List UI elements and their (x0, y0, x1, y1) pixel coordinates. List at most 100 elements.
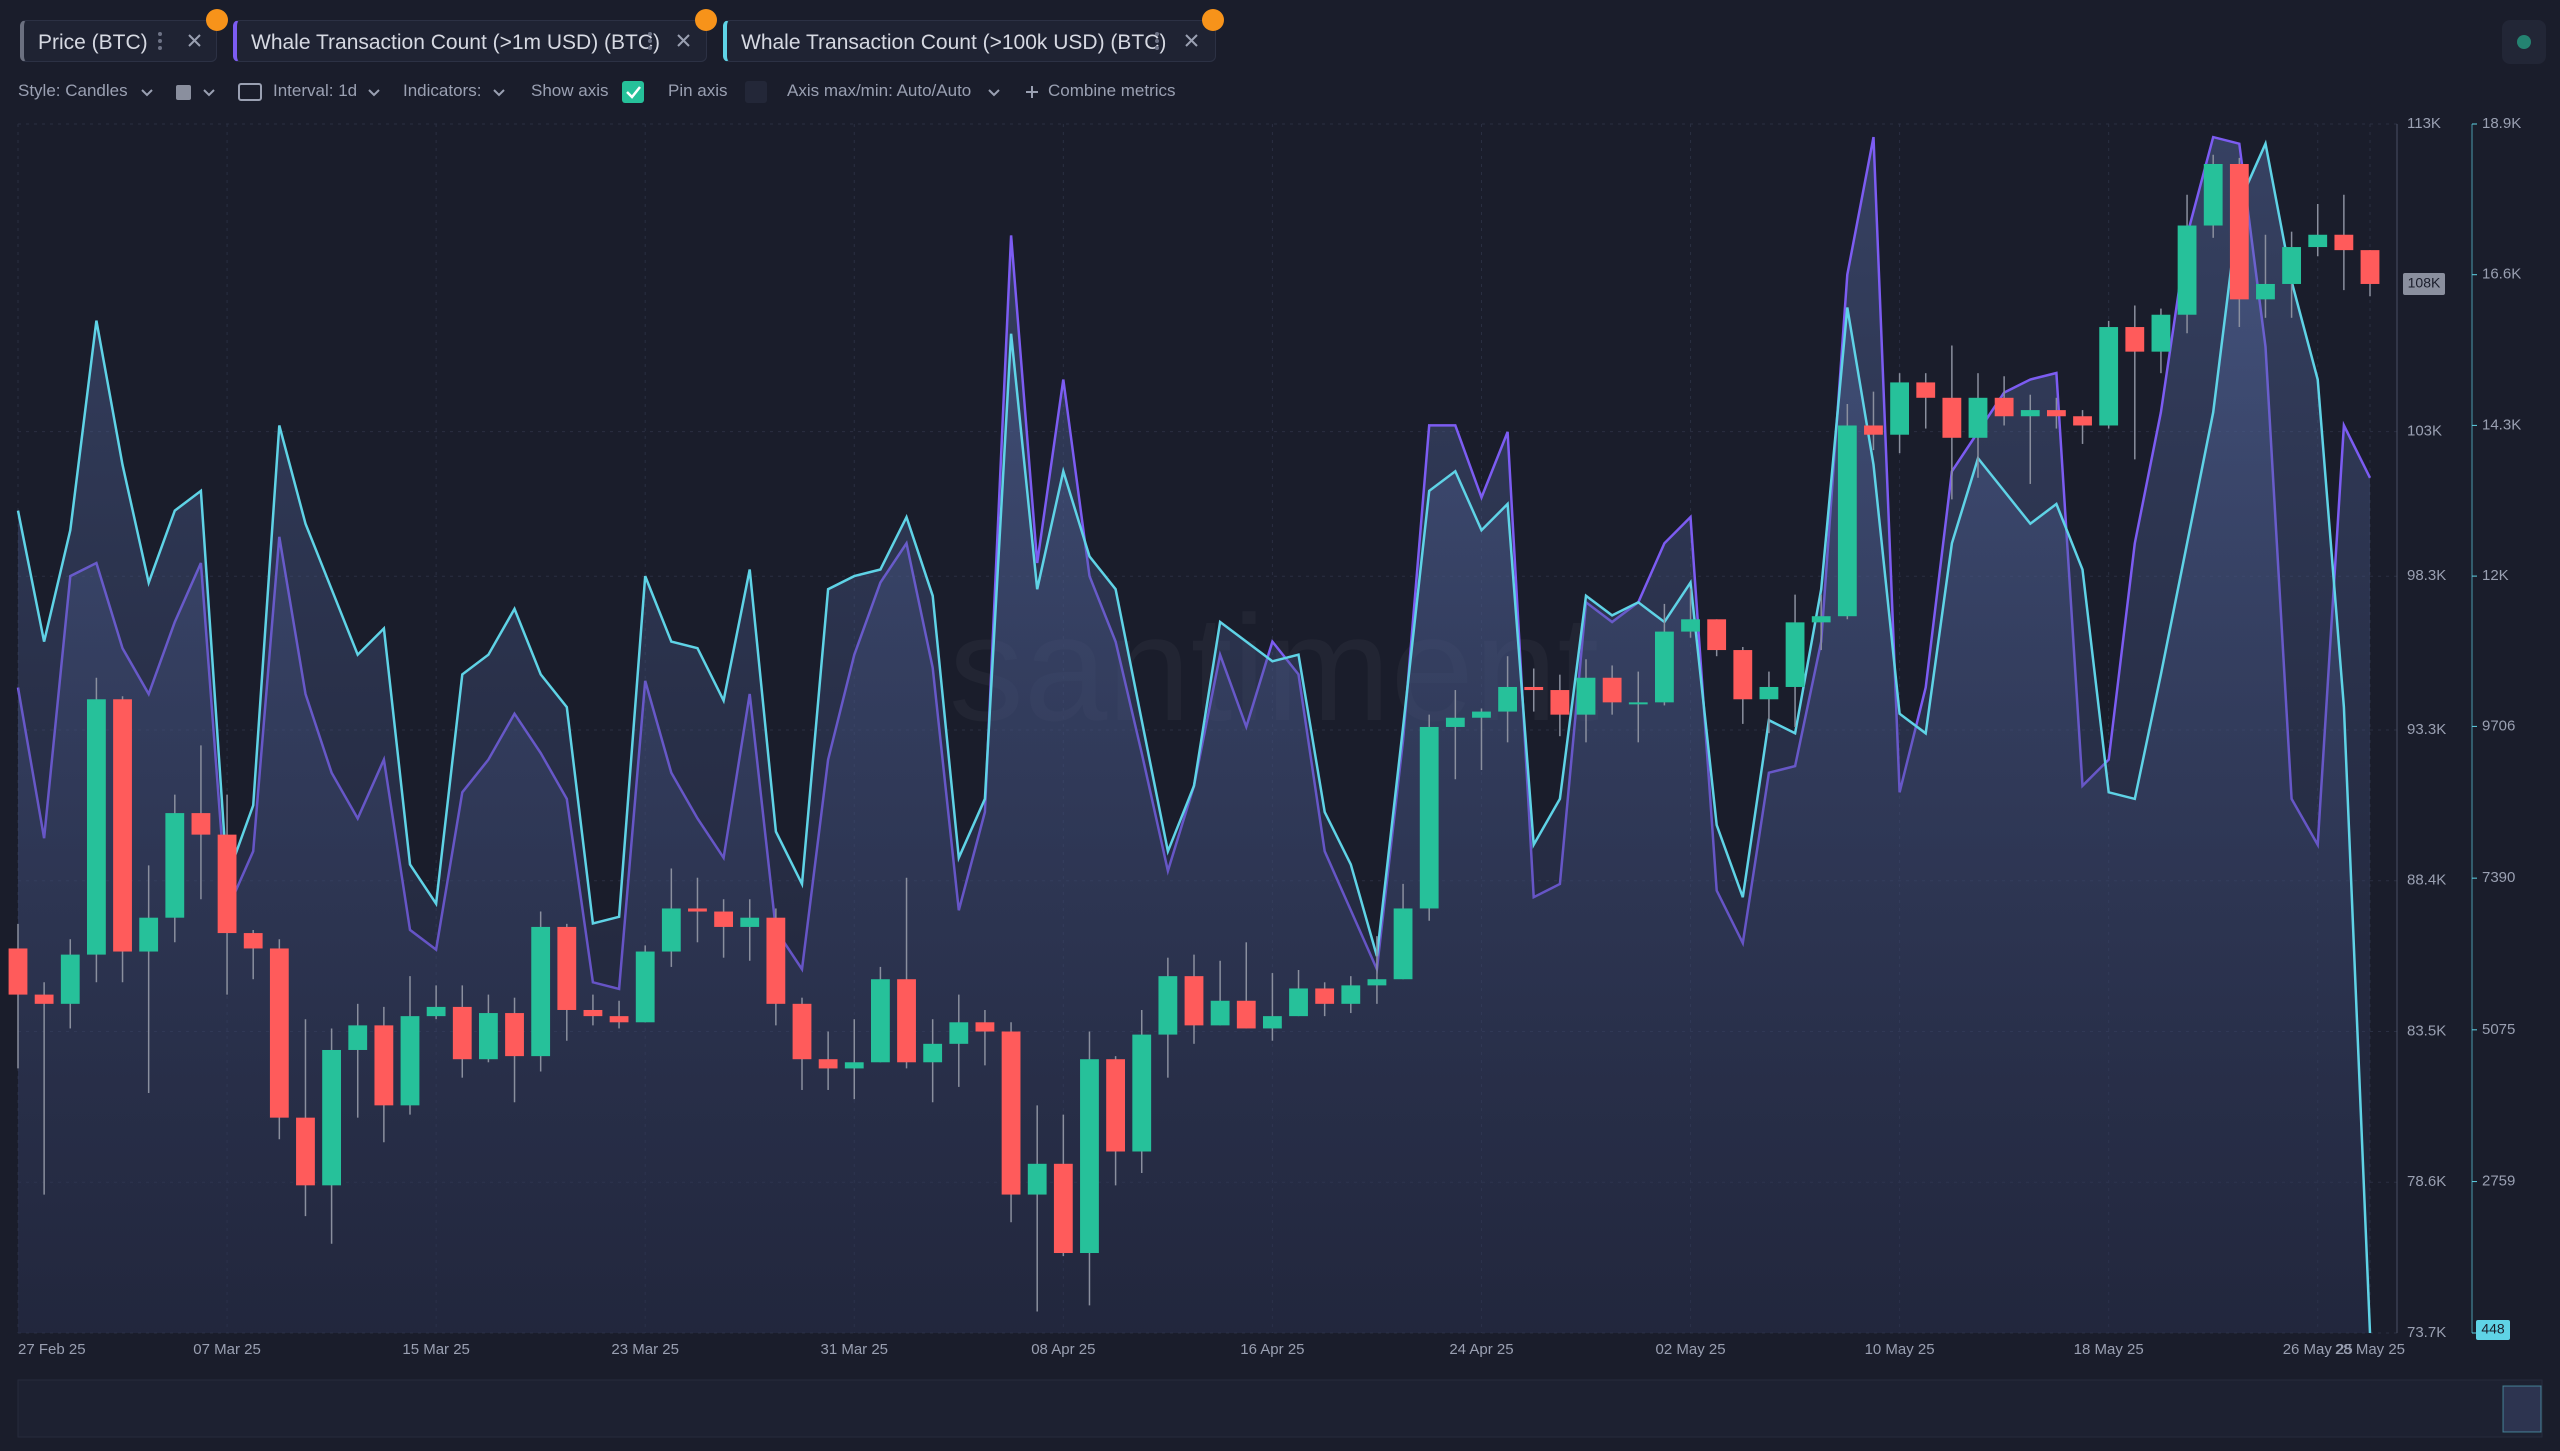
y-tick-label: 78.6K (2407, 1173, 2446, 1190)
candle-body (2073, 416, 2092, 426)
candle-body (1681, 619, 1700, 632)
combine-metrics[interactable]: Combine metrics (1048, 81, 1176, 100)
navigator-handle[interactable] (2502, 1385, 2542, 1433)
x-tick-label: 31 Mar 25 (820, 1341, 888, 1358)
candle-body (86, 699, 106, 955)
tab-label: Whale Transaction Count (>100k USD) (BTC… (741, 31, 1167, 54)
x-tick-label: 08 Apr 25 (1031, 1341, 1095, 1358)
x-tick-label: 18 May 25 (2074, 1341, 2144, 1358)
candle-body (844, 1062, 864, 1069)
style-select[interactable]: Style: Candles (18, 81, 128, 100)
candle-body (583, 1009, 603, 1017)
interval-select[interactable]: Interval: 1d (273, 81, 358, 100)
candle-body (557, 926, 577, 1010)
candle-body (923, 1043, 943, 1063)
candle-body (2151, 314, 2171, 352)
x-tick-label: 16 Apr 25 (1240, 1341, 1304, 1358)
candle-body (1968, 397, 1988, 438)
candle-body (1576, 677, 1596, 715)
count-marker-label: 448 (2481, 1321, 2505, 1337)
y-tick-label: 113K (2407, 115, 2441, 132)
candle-body (2256, 283, 2275, 300)
candle-body (1864, 425, 1883, 435)
candle-body (1550, 690, 1570, 715)
candle-body (531, 926, 551, 1057)
candle-body (1759, 686, 1779, 700)
x-tick-label: 07 Mar 25 (193, 1341, 261, 1358)
candle-body (2020, 410, 2040, 417)
navigator[interactable] (17, 1379, 2543, 1438)
x-tick-label: 15 Mar 25 (402, 1341, 470, 1358)
candle-body (897, 979, 916, 1063)
candle-body (1315, 988, 1335, 1004)
candle-body (1916, 382, 1936, 398)
y2-tick-label: 9706 (2482, 717, 2515, 734)
candle-body (1184, 976, 1204, 1026)
candle-body (609, 1016, 629, 1023)
y-tick-label: 98.3K (2407, 567, 2446, 584)
toolbar-icons (141, 81, 1038, 103)
tab-label: Price (BTC) (38, 31, 148, 54)
candle-body (2334, 234, 2354, 251)
candle-body (1367, 979, 1387, 986)
candle-body (8, 948, 28, 995)
y2-tick-label: 2759 (2482, 1173, 2515, 1190)
y2-tick-label: 14.3K (2482, 416, 2521, 433)
candle-body (1053, 1163, 1073, 1254)
candle-body (1236, 1000, 1256, 1029)
candle-body (269, 948, 289, 1118)
candle-body (766, 917, 786, 1004)
axis-range-select[interactable]: Axis max/min: Auto/Auto (787, 81, 972, 100)
candle-body (1262, 1016, 1282, 1029)
y-tick-label: 73.7K (2407, 1324, 2446, 1341)
indicators-select[interactable]: Indicators: (403, 81, 482, 100)
candle-body (1132, 1034, 1152, 1152)
candle-body (1445, 717, 1465, 727)
y-tick-label: 83.5K (2407, 1022, 2446, 1039)
candle-body (635, 951, 655, 1023)
candle-body (1210, 1000, 1230, 1026)
candle-body (217, 834, 237, 934)
tab-label: Whale Transaction Count (>1m USD) (BTC) (251, 31, 661, 54)
candle-body (740, 917, 760, 927)
candle-body (2282, 247, 2302, 284)
candle-body (322, 1049, 342, 1186)
candle-body (661, 908, 681, 952)
candle-body (426, 1006, 446, 1017)
tab-whale-1m[interactable]: Whale Transaction Count (>1m USD) (BTC) (233, 20, 707, 62)
candle-body (400, 1016, 420, 1106)
candle-body (60, 954, 80, 1004)
candle-body (34, 994, 54, 1004)
candle-body (243, 933, 263, 949)
x-tick-label: 23 Mar 25 (611, 1341, 679, 1358)
y-tick-label: 88.4K (2407, 872, 2446, 889)
candle-body (139, 917, 159, 952)
candle-body (1602, 677, 1622, 703)
y-tick-label: 93.3K (2407, 721, 2446, 738)
last-price-label: 108K (2408, 275, 2441, 291)
candle-body (1628, 702, 1648, 705)
show-axis-label[interactable]: Show axis (531, 81, 609, 100)
y2-tick-label: 7390 (2482, 869, 2515, 886)
candle-body (1837, 425, 1857, 617)
tab-price[interactable]: Price (BTC) (20, 20, 217, 62)
candle-body (1027, 1163, 1047, 1195)
candle-body (1994, 397, 2014, 417)
candle-body (2046, 410, 2066, 417)
candle-body (792, 1003, 812, 1060)
candle-body (348, 1025, 368, 1050)
candle-body (1289, 988, 1308, 1017)
x-tick-label: 27 Feb 25 (18, 1341, 86, 1358)
candle-body (949, 1022, 969, 1044)
status-icon[interactable] (2500, 18, 2550, 68)
candle-body (2177, 225, 2197, 315)
candle-body (688, 908, 707, 912)
tab-whale-100k[interactable]: Whale Transaction Count (>100k USD) (BTC… (723, 20, 1216, 62)
candle-body (1733, 650, 1753, 700)
candle-body (1393, 908, 1413, 980)
candle-body (1785, 622, 1805, 687)
candle-body (1942, 397, 1962, 438)
pin-axis-label[interactable]: Pin axis (668, 81, 728, 100)
